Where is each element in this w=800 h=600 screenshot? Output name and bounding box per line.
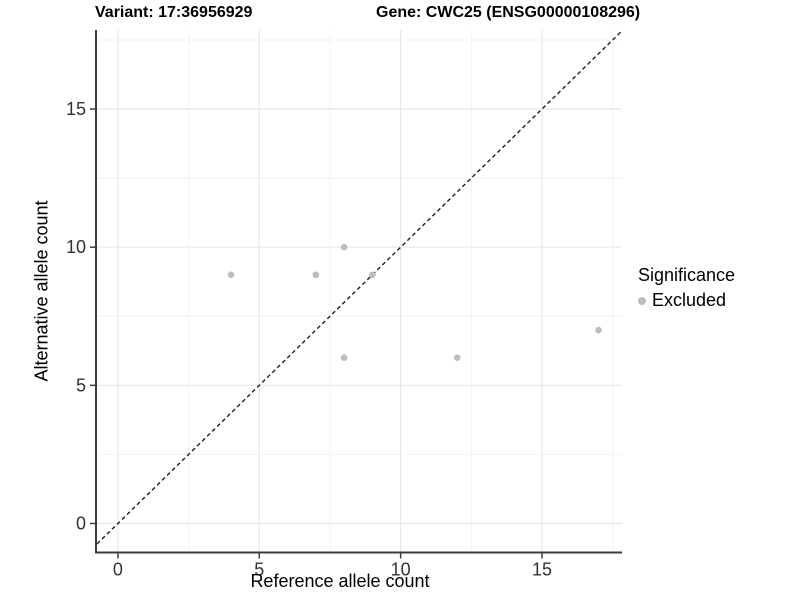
- y-tick-label: 10: [66, 237, 86, 257]
- plot-title-variant: Variant: 17:36956929: [95, 4, 253, 21]
- data-point: [453, 354, 461, 362]
- legend: Significance Excluded: [638, 265, 735, 311]
- x-axis-title: Reference allele count: [250, 571, 430, 591]
- x-tick-label: 0: [113, 560, 123, 580]
- legend-title: Significance: [638, 265, 736, 285]
- legend-item: Excluded: [638, 290, 735, 311]
- y-axis-title: Alternative allele count: [31, 200, 52, 382]
- y-tick-label: 5: [76, 375, 86, 395]
- x-tick-label: 5: [254, 560, 264, 580]
- legend-point-icon: [638, 296, 646, 305]
- x-tick-label: 15: [532, 560, 552, 580]
- legend-item-label: Excluded: [652, 290, 727, 310]
- data-point: [595, 326, 602, 334]
- data-point: [340, 354, 348, 362]
- data-point: [340, 243, 348, 251]
- data-point: [312, 271, 320, 279]
- data-point: [227, 271, 235, 279]
- y-tick-label: 15: [66, 99, 86, 119]
- legend-items: Excluded: [638, 290, 735, 311]
- identity-reference-line: [96, 30, 623, 545]
- x-tick-label: 10: [391, 560, 411, 580]
- data-point: [369, 271, 376, 279]
- y-tick-label: 0: [76, 513, 86, 533]
- plot-title-gene: Gene: CWC25 (ENSG00000108296): [376, 4, 641, 21]
